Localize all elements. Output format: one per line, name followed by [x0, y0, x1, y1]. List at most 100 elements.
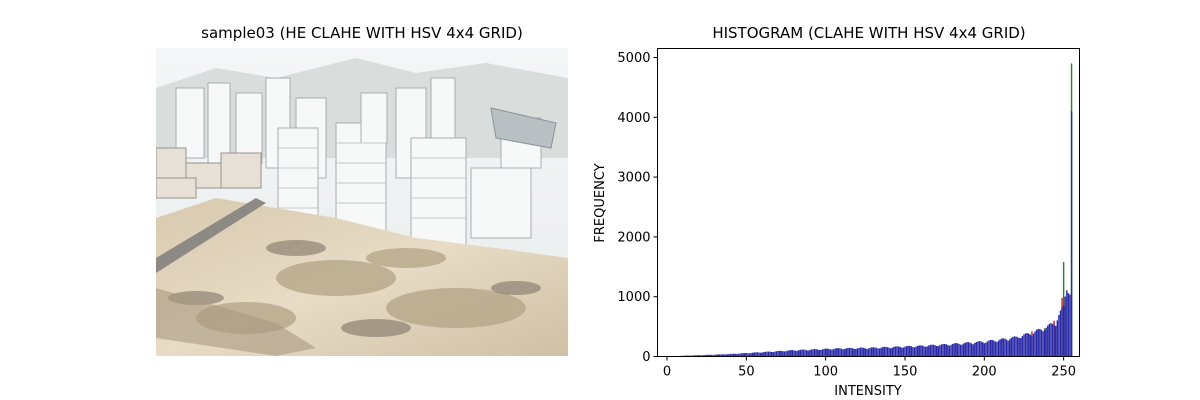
- histogram-bar: [1047, 325, 1049, 357]
- histogram-bar: [850, 347, 852, 357]
- histogram-bar: [729, 353, 732, 357]
- histogram-bar: [921, 345, 924, 357]
- histogram-bar: [947, 344, 949, 357]
- histogram-bar: [1043, 330, 1046, 357]
- y-tick-label: 5000: [617, 51, 650, 66]
- histogram-bar: [869, 347, 871, 357]
- histogram-bar: [1058, 314, 1060, 357]
- histogram-bar: [1040, 329, 1043, 357]
- histogram-bar: [915, 346, 917, 357]
- histogram-bar: [996, 341, 998, 357]
- histogram-bar: [888, 347, 890, 357]
- histogram-bar: [948, 345, 951, 357]
- histogram-bar: [1050, 323, 1052, 357]
- x-tick-label: 150: [893, 365, 918, 380]
- histogram-bar: [920, 345, 922, 357]
- histogram-bar: [937, 346, 940, 357]
- histogram-bar: [958, 343, 960, 357]
- histogram-bar: [859, 347, 862, 357]
- histogram-bars: [672, 63, 1073, 357]
- x-axis-ticks: 0 50 100 150 200 250: [663, 356, 1076, 380]
- histogram-bar: [796, 350, 798, 357]
- histogram-bar: [1012, 336, 1014, 357]
- histogram-bar: [774, 351, 776, 357]
- histogram-bar: [1048, 323, 1051, 357]
- histogram-bar: [999, 339, 1001, 357]
- histogram-bar: [1026, 333, 1028, 357]
- histogram-bar: [843, 348, 846, 357]
- histogram-bar: [967, 342, 970, 357]
- histogram-bar: [799, 349, 801, 357]
- histogram-bar: [936, 345, 938, 357]
- histogram-bar: [832, 349, 835, 357]
- histogram-bar: [1004, 338, 1006, 357]
- histogram-bar: [1070, 111, 1073, 357]
- plot-frame: [657, 48, 1080, 357]
- histogram-bar: [831, 349, 833, 357]
- histogram-bar: [961, 344, 963, 357]
- x-tick-label: 50: [738, 365, 755, 380]
- histogram-bar: [747, 353, 749, 357]
- histogram-bar: [891, 347, 894, 357]
- histogram-bar: [902, 347, 905, 357]
- histogram-bar: [759, 352, 762, 357]
- histogram-bar: [737, 353, 740, 357]
- histogram-bar: [983, 343, 986, 357]
- histogram-bar: [916, 345, 919, 357]
- histogram-bar: [1024, 333, 1027, 357]
- histogram-bar: [897, 346, 900, 357]
- histogram-bar: [940, 344, 943, 357]
- histogram-bar: [951, 343, 954, 357]
- histogram-bar: [970, 343, 973, 357]
- histogram-bar: [1054, 325, 1057, 357]
- histogram-bar: [699, 355, 702, 357]
- histogram-bar: [1031, 336, 1033, 357]
- histogram-bar: [1042, 331, 1044, 357]
- histogram-bar: [883, 346, 886, 357]
- histogram-bar: [794, 350, 797, 357]
- histogram-bar: [1053, 324, 1055, 357]
- histogram-bar: [840, 348, 843, 357]
- histogram-bar: [988, 340, 990, 357]
- histogram-bar: [820, 349, 822, 357]
- histogram-bar: [1037, 328, 1039, 357]
- histogram-bar: [726, 354, 729, 357]
- histogram-bar: [786, 350, 789, 357]
- x-tick-label: 100: [813, 365, 838, 380]
- histogram-bar: [934, 345, 936, 357]
- histogram-bar: [704, 355, 706, 357]
- histogram-bar: [693, 355, 695, 357]
- histogram-bar: [748, 353, 751, 357]
- histogram-bar: [785, 351, 787, 357]
- histogram-bar: [818, 349, 821, 357]
- histogram-bar: [1001, 338, 1003, 357]
- histogram-bar: [974, 343, 976, 357]
- histogram-bar: [839, 348, 841, 357]
- histogram-bar: [804, 349, 806, 357]
- histogram-bar: [783, 351, 786, 357]
- histogram-bar: [932, 344, 935, 357]
- y-tick-label: 0: [642, 350, 650, 365]
- histogram-bar: [707, 354, 709, 357]
- histogram-bar: [901, 347, 903, 357]
- histogram-bar: [953, 343, 955, 357]
- histogram-bar: [1032, 333, 1035, 357]
- histogram-bar: [943, 343, 946, 357]
- histogram-bar: [821, 349, 824, 357]
- histogram-bar: [1018, 338, 1020, 357]
- histogram-bar: [997, 340, 1000, 357]
- histogram-bar: [705, 354, 708, 357]
- cityscape-photo: [156, 48, 568, 356]
- histogram-bar: [867, 348, 870, 357]
- histogram-bar: [926, 346, 928, 357]
- histogram-bar: [790, 350, 792, 357]
- x-tick-label: 200: [972, 365, 997, 380]
- histogram-bar: [750, 352, 752, 357]
- histogram-bar: [939, 345, 941, 357]
- histogram-bar: [782, 351, 784, 357]
- histogram-bar: [848, 347, 851, 357]
- x-tick-label: 0: [663, 365, 671, 380]
- histogram-bar: [950, 344, 952, 357]
- histogram-bar: [698, 355, 700, 357]
